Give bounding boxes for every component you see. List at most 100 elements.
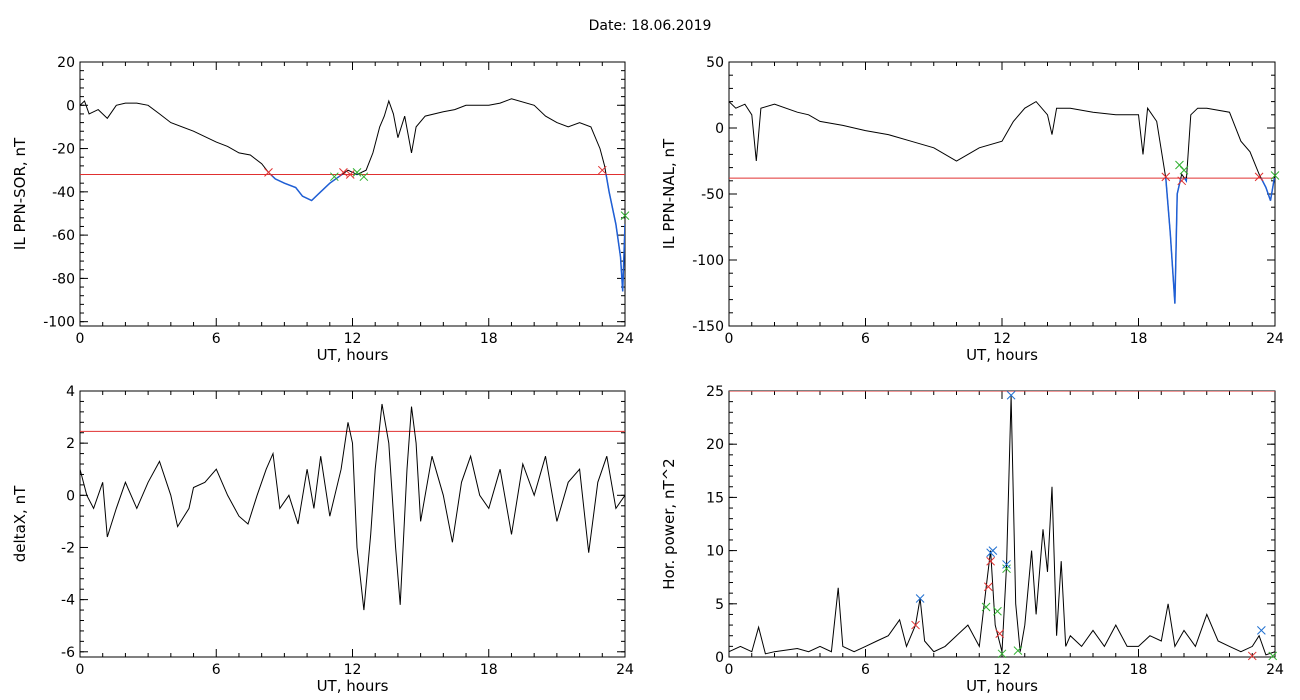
cross-marker <box>597 165 607 175</box>
series-line <box>80 98 625 292</box>
cross-marker <box>1002 564 1011 574</box>
cross-marker <box>1268 651 1278 661</box>
cross-marker <box>264 168 273 177</box>
y-tick-label: 20 <box>706 437 724 453</box>
y-tick-label: -4 <box>61 593 75 609</box>
cross-marker <box>339 168 348 177</box>
plot-area <box>729 391 1275 656</box>
y-tick-label: 0 <box>66 98 75 114</box>
y-axis-label: Hor. power, nT^2 <box>660 458 678 589</box>
y-tick-label: 50 <box>706 55 724 71</box>
cross-marker <box>1254 172 1264 182</box>
x-tick-label: 0 <box>725 662 734 678</box>
cross-marker <box>911 620 920 630</box>
cross-marker <box>983 582 993 592</box>
cross-marker <box>988 546 998 555</box>
cross-marker <box>1161 172 1171 182</box>
cross-marker <box>1179 165 1189 175</box>
plot-frame <box>79 390 626 658</box>
plot-panel-power: 0 6 12 18 24 0 5 10 15 20 25 UT, hours Hor. power, n… <box>660 384 1284 695</box>
y-axis-label: IL PPN-NAL, nT <box>660 138 678 249</box>
x-tick-label: 18 <box>480 662 498 678</box>
cross-marker <box>1247 651 1257 661</box>
cross-marker <box>997 649 1007 659</box>
y-tick-label: -100 <box>692 253 724 269</box>
x-tick-label: 6 <box>861 662 870 678</box>
x-tick-label: 12 <box>344 662 362 678</box>
y-tick-label: 20 <box>57 55 75 71</box>
cross-marker <box>1256 626 1266 635</box>
series-line-below-threshold <box>269 174 625 292</box>
plot-frame <box>79 61 626 327</box>
x-tick-label: 0 <box>76 662 85 678</box>
y-tick-label: 5 <box>715 597 724 613</box>
x-tick-label: 0 <box>725 331 734 347</box>
x-axis-label: UT, hours <box>317 677 389 695</box>
x-tick-label: 12 <box>993 662 1011 678</box>
plot-panel-nal: 0 6 12 18 24 -150 -100 -50 0 50 UT, hours IL PPN-NA… <box>660 55 1284 364</box>
y-tick-label: 2 <box>66 436 75 452</box>
x-tick-label: 18 <box>1130 662 1148 678</box>
y-tick-label: -60 <box>52 228 75 244</box>
y-tick-label: 0 <box>715 650 724 666</box>
x-tick-label: 12 <box>993 331 1011 347</box>
y-axis-label: deltaX, nT <box>11 485 29 562</box>
y-tick-label: -100 <box>43 315 75 331</box>
figure-title: Date: 18.06.2019 <box>588 18 712 34</box>
y-tick-label: -150 <box>692 319 724 335</box>
cross-marker <box>620 211 630 220</box>
cross-marker <box>915 594 925 603</box>
plot-area <box>80 403 625 611</box>
x-tick-label: 24 <box>1266 662 1284 678</box>
cross-marker <box>1013 646 1023 655</box>
cross-marker <box>1006 390 1016 400</box>
cross-marker <box>981 602 991 612</box>
cross-marker <box>1175 160 1184 170</box>
y-tick-label: 0 <box>66 488 75 504</box>
cross-marker <box>986 556 995 566</box>
cross-marker <box>359 172 369 182</box>
x-axis-label: UT, hours <box>966 677 1038 695</box>
plot-area <box>80 98 625 292</box>
series-line <box>729 100 1275 304</box>
cross-marker <box>329 172 339 182</box>
y-tick-label: -2 <box>61 540 75 556</box>
y-tick-label: 4 <box>66 384 75 400</box>
y-tick-label: -80 <box>52 271 75 287</box>
y-tick-label: 25 <box>706 384 724 400</box>
x-tick-label: 6 <box>212 662 221 678</box>
x-tick-label: 12 <box>344 331 362 347</box>
x-tick-label: 6 <box>212 331 221 347</box>
x-tick-label: 24 <box>616 331 634 347</box>
plot-frame <box>728 390 1276 658</box>
x-tick-label: 6 <box>861 331 870 347</box>
series-line-below-threshold <box>1165 178 1275 304</box>
series-line <box>729 396 1275 656</box>
cross-marker <box>1270 171 1280 180</box>
x-axis-label: UT, hours <box>317 346 389 364</box>
y-tick-label: -50 <box>701 187 724 203</box>
cross-marker <box>352 168 362 177</box>
x-tick-label: 24 <box>616 662 634 678</box>
y-tick-label: -20 <box>52 142 75 158</box>
y-tick-label: -6 <box>61 645 75 661</box>
cross-marker <box>1177 176 1187 186</box>
y-tick-label: -40 <box>52 185 75 201</box>
x-axis-label: UT, hours <box>966 346 1038 364</box>
cross-marker <box>993 606 1002 616</box>
x-tick-label: 0 <box>76 331 85 347</box>
y-tick-label: 0 <box>715 121 724 137</box>
plot-panel-sor: 0 6 12 18 24 -100 -80 -60 -40 -20 0 20 UT, hours IL P… <box>11 55 634 364</box>
cross-marker <box>1002 560 1011 569</box>
cross-marker <box>345 170 355 179</box>
y-axis-label: IL PPN-SOR, nT <box>11 137 29 250</box>
plot-area <box>729 100 1275 304</box>
x-tick-label: 18 <box>1130 331 1148 347</box>
cross-marker <box>995 629 1005 638</box>
y-tick-label: 15 <box>706 490 724 506</box>
y-tick-label: 10 <box>706 544 724 560</box>
x-tick-label: 24 <box>1266 331 1284 347</box>
plot-frame <box>728 61 1276 327</box>
